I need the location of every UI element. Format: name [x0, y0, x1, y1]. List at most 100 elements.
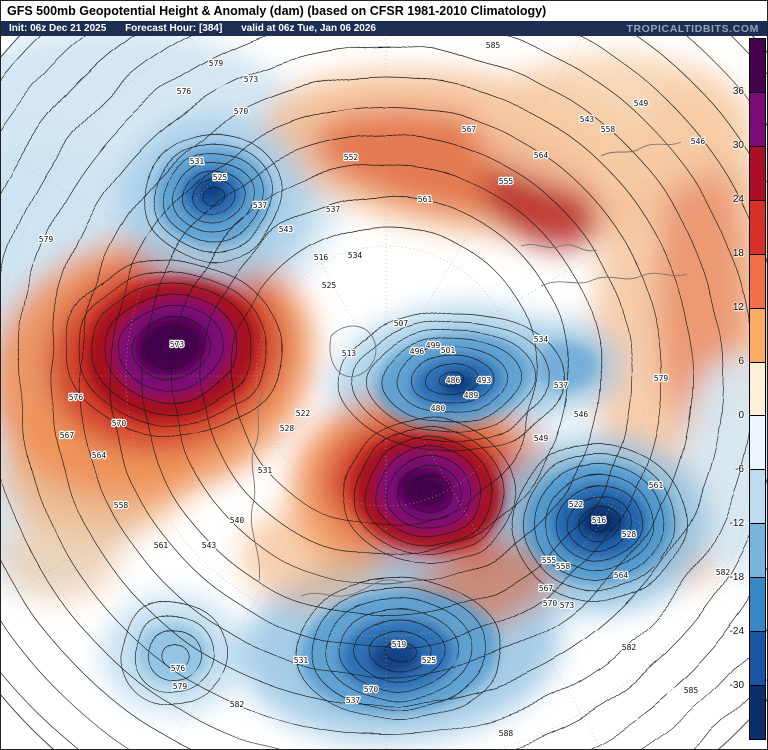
init-time: Init: 06z Dec 21 2025: [9, 23, 107, 34]
contour-label: 579: [209, 59, 224, 68]
contour-label: 567: [462, 125, 477, 134]
forecast-hour: Forecast Hour: [384]: [125, 23, 223, 34]
contour-ring: [171, 165, 601, 587]
contour-label: 489: [464, 391, 479, 400]
contour-ring: [201, 185, 225, 207]
contour-ring: [159, 641, 187, 667]
coastline-path: [600, 141, 682, 157]
watermark: TROPICALTIDBITS.COM: [626, 22, 759, 35]
contour-label: 543: [202, 541, 217, 550]
map-title: GFS 500mb Geopotential Height & Anomaly …: [7, 4, 547, 18]
contour-ring: [117, 304, 227, 392]
contour-label: 579: [39, 235, 54, 244]
contour-ring: [383, 639, 415, 661]
contour-ring: [395, 464, 461, 520]
contour-label: 570: [234, 107, 249, 116]
contour-label: 534: [348, 251, 363, 260]
contour-ring: [411, 354, 495, 408]
contour-label: 573: [244, 75, 259, 84]
contour-label: 480: [431, 404, 446, 413]
longitude-line: [1, 153, 335, 347]
contour-ring: [353, 619, 445, 681]
map-area: 585 579 573 576 570 567 564 552 561 558 549 546 543 5…: [1, 36, 767, 749]
contour-labels: 585 579 573 576 570 567 564 552 561 558 549 546 543 5…: [38, 40, 732, 739]
contour-ring: [544, 473, 654, 573]
contour-ring: [338, 609, 460, 691]
contour-ring: [382, 336, 524, 426]
contour-label: 582: [622, 643, 637, 652]
contour-label: 499: [426, 341, 441, 350]
contour-label: 507: [394, 319, 409, 328]
coastline-path: [520, 244, 598, 252]
contour-label: 537: [346, 696, 361, 705]
longitude-line: [415, 427, 602, 749]
contour-label: 537: [326, 205, 341, 214]
contour-ring: [232, 225, 540, 527]
contour-ring: [396, 345, 510, 417]
contour-ring: [406, 473, 450, 511]
contour-label: 543: [279, 225, 294, 234]
contour-label: 579: [173, 682, 188, 691]
contour-ring: [341, 419, 515, 565]
contour-ring: [90, 282, 254, 414]
contour-ring: [566, 493, 632, 553]
contour-label: 537: [554, 381, 569, 390]
contour-label: 546: [574, 410, 589, 419]
anomaly-blob: [241, 506, 381, 606]
contour-ring: [373, 446, 483, 538]
contour-label: 531: [258, 466, 273, 475]
contour-ring: [145, 628, 201, 680]
contour-ring: [131, 315, 213, 381]
coastline-path: [250, 391, 264, 582]
contour-label: 540: [230, 516, 245, 525]
contour-label: 558: [114, 501, 129, 510]
contour-label: 522: [569, 500, 584, 509]
anomaly-blob: [476, 54, 756, 194]
anomaly-blob: [135, 316, 207, 376]
anomaly-cores: [84, 146, 674, 715]
contour-ring: [308, 589, 490, 711]
contour-label: 516: [314, 253, 329, 262]
contour-ring: [577, 503, 621, 543]
contour-label: 585: [486, 41, 501, 50]
contour-label: 573: [560, 601, 575, 610]
contour-ring: [323, 599, 475, 701]
contour-label: 561: [649, 481, 664, 490]
coastlines: [250, 141, 688, 597]
contour-ring: [110, 105, 662, 647]
contour-label: 496: [410, 347, 425, 356]
contour-label: 564: [92, 451, 107, 460]
contour-label: 525: [322, 281, 337, 290]
contour-ring: [439, 372, 467, 390]
longitude-line: [415, 36, 583, 325]
contour-ring: [79, 75, 693, 677]
contour-ring: [202, 195, 570, 557]
contour-ring: [352, 428, 504, 556]
longitude-line: [170, 427, 357, 749]
contour-label: 570: [543, 599, 558, 608]
contour-label: 519: [392, 640, 407, 649]
contour-label: 501: [441, 346, 456, 355]
contour-ring: [384, 455, 472, 529]
contour-label: 567: [539, 584, 554, 593]
contour-label: 549: [534, 434, 549, 443]
contour-ring: [49, 45, 723, 707]
latitude-circle: [255, 245, 517, 507]
contour-ring: [171, 158, 255, 234]
contour-label: 543: [580, 115, 595, 124]
contour-label: 576: [171, 664, 186, 673]
contour-label: 531: [190, 157, 205, 166]
contour-label: 588: [499, 729, 514, 738]
contour-ring: [588, 513, 610, 533]
contour-label: 570: [364, 685, 379, 694]
anomaly-blob: [577, 502, 625, 540]
contour-label: 546: [691, 137, 706, 146]
contour-label: 513: [342, 349, 357, 358]
valid-time: valid at 06z Tue, Jan 06 2026: [241, 23, 376, 34]
contour-ring: [162, 149, 264, 243]
anomaly-blob: [196, 178, 226, 204]
contour-label: 528: [280, 424, 295, 433]
contour-lines: [1, 36, 767, 749]
anomaly-blob: [137, 624, 209, 684]
